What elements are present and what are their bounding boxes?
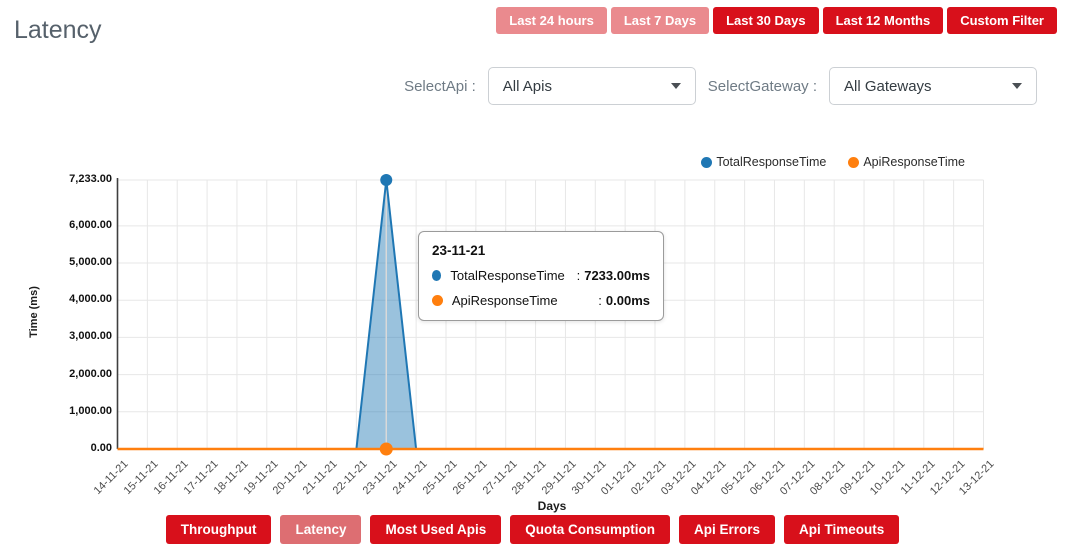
tab-quota-consumption[interactable]: Quota Consumption [510,515,670,544]
tab-throughput[interactable]: Throughput [165,515,272,544]
chevron-down-icon [1012,83,1022,89]
tooltip-date: 23-11-21 [432,243,486,258]
tab-api-timeouts[interactable]: Api Timeouts [784,515,900,544]
filter-row: SelectApi : All Apis SelectGateway : All… [404,67,1037,105]
legend-item-apiresponsetime[interactable]: ApiResponseTime [848,155,965,169]
api-select-value: All Apis [502,77,552,95]
chart-tooltip: 23-11-21 TotalResponseTime : 7233.00ms A… [418,231,664,321]
y-tick-label: 6,000.00 [69,218,112,231]
gateway-select-value: All Gateways [844,77,932,95]
api-response-marker[interactable] [379,442,393,456]
y-tick-label: 5,000.00 [69,256,112,269]
time-filter-last-24-hours[interactable]: Last 24 hours [496,7,607,34]
y-tick-label: 2,000.00 [69,367,112,380]
tab-latency[interactable]: Latency [280,515,362,544]
time-filter-last-7-days[interactable]: Last 7 Days [610,7,710,34]
time-filter-last-30-days[interactable]: Last 30 Days [713,7,819,34]
time-filter-group: Last 24 hours Last 7 Days Last 30 Days Last… [496,7,1057,34]
page-title: Latency [14,16,102,44]
y-tick-label: 7,233.00 [69,173,112,185]
select-gateway-label: SelectGateway : [707,77,817,95]
total-response-dot-icon [432,270,442,281]
y-tick-label: 3,000.00 [69,330,112,343]
legend-item-totalresponsetime[interactable]: TotalResponseTime [701,155,826,169]
tab-api-errors[interactable]: Api Errors [678,515,776,544]
tooltip-row-api: ApiResponseTime : 0.00ms [432,293,650,308]
api-response-dot-icon [432,295,443,306]
x-axis-title: Days [537,499,567,513]
chart-legend: TotalResponseTime ApiResponseTime [701,155,965,169]
y-tick-label: 1,000.00 [69,404,112,417]
time-filter-custom-filter[interactable]: Custom Filter [947,7,1057,34]
tab-most-used-apis[interactable]: Most Used Apis [370,515,502,544]
legend-dot-icon [701,156,713,168]
y-axis-ticks: 0.00 1,000.00 2,000.00 3,000.00 4,000.00 5,00… [30,173,112,454]
y-tick-label: 4,000.00 [69,293,112,306]
api-select[interactable]: All Apis [487,67,696,105]
y-tick-label: 0.00 [90,442,112,454]
tooltip-row-total: TotalResponseTime : 7233.00ms [432,268,650,283]
select-api-label: SelectApi : [404,77,476,95]
chevron-down-icon [670,83,681,89]
time-filter-last-12-months[interactable]: Last 12 Months [822,7,944,34]
legend-dot-icon [848,156,860,168]
report-tab-group: Throughput Latency Most Used Apis Quota Con… [0,515,1065,544]
total-response-peak-marker[interactable] [380,174,393,186]
gateway-select[interactable]: All Gateways [829,67,1037,105]
